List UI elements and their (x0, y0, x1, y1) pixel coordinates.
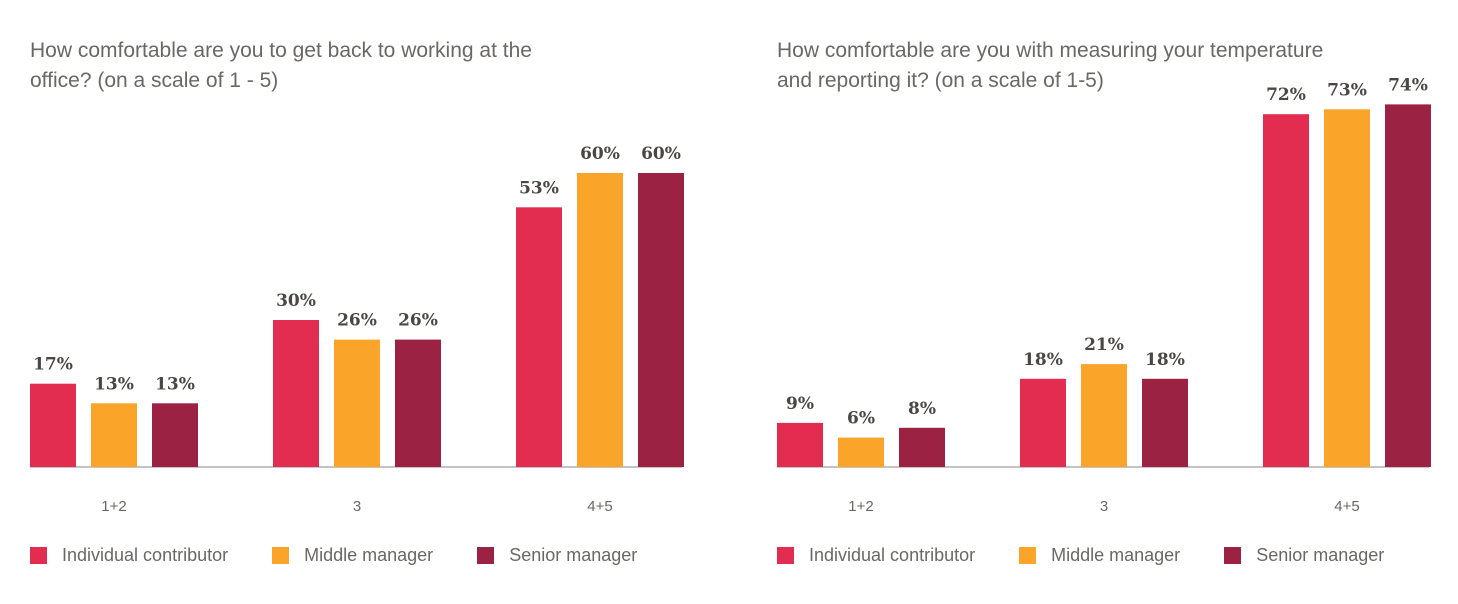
bar-1+2-individual-contributor (30, 383, 76, 467)
legend-item-individual-contributor: Individual contributor (777, 545, 975, 566)
data-label: 13% (94, 374, 134, 394)
bar-3-individual-contributor (273, 320, 319, 467)
data-label: 60% (641, 144, 681, 164)
legend-item-individual-contributor: Individual contributor (30, 545, 228, 566)
data-label: 53% (519, 178, 559, 198)
category-tick-label: 4+5 (587, 498, 612, 515)
legend-swatch-middle-manager (1019, 547, 1037, 564)
legend-swatch-senior-manager (477, 547, 495, 564)
category-tick-label: 1+2 (848, 498, 873, 515)
data-label: 72% (1266, 85, 1306, 105)
bar-chart-temperature: 9% 6% 8% 1+2 18% 21% 18% 3 72% 73% 74% 4+5 (777, 75, 1431, 515)
legend-swatch-middle-manager (272, 547, 290, 564)
legend-label: Senior manager (509, 545, 638, 565)
legend-item-senior-manager: Senior manager (477, 545, 637, 566)
category-tick-label: 4+5 (1334, 498, 1359, 515)
data-label: 30% (276, 291, 316, 311)
category-tick-label: 3 (353, 498, 361, 515)
bar-1+2-senior-manager (152, 403, 198, 467)
legend-item-middle-manager: Middle manager (1019, 545, 1180, 566)
bar-4+5-middle-manager (577, 173, 623, 467)
legend-swatch-senior-manager (1224, 547, 1242, 564)
data-label: 26% (337, 311, 377, 331)
bar-3-senior-manager (1142, 378, 1188, 467)
chart-panel-temperature: How comfortable are you with measuring y… (747, 0, 1437, 604)
bar-chart-office: 17% 13% 13% 1+2 30% 26% 26% 3 53% 60% 60% 4+5 (30, 144, 684, 515)
data-label: 60% (580, 144, 620, 164)
bar-1+2-individual-contributor (777, 422, 823, 467)
legend-label: Individual contributor (62, 545, 229, 565)
data-label: 73% (1327, 80, 1367, 100)
data-label: 17% (33, 355, 73, 375)
data-label: 18% (1023, 350, 1063, 370)
legend-label: Individual contributor (809, 545, 976, 565)
data-label: 13% (155, 374, 195, 394)
data-label: 74% (1388, 75, 1428, 95)
data-label: 8% (908, 399, 936, 419)
bar-1+2-middle-manager (91, 403, 137, 467)
data-label: 21% (1084, 335, 1124, 355)
bar-3-senior-manager (395, 339, 441, 467)
bar-4+5-individual-contributor (1263, 114, 1309, 467)
bar-4+5-senior-manager (638, 173, 684, 467)
chart-panel-office: How comfortable are you to get back to w… (0, 0, 690, 604)
bar-3-individual-contributor (1020, 378, 1066, 467)
bar-1+2-middle-manager (838, 437, 884, 467)
legend-item-middle-manager: Middle manager (272, 545, 433, 566)
bar-3-middle-manager (334, 339, 380, 467)
bar-4+5-individual-contributor (516, 207, 562, 468)
data-label: 9% (786, 394, 814, 414)
category-tick-label: 3 (1100, 498, 1108, 515)
legend-swatch-individual-contributor (30, 547, 47, 564)
legend-item-senior-manager: Senior manager (1224, 545, 1384, 566)
data-label: 6% (847, 409, 875, 429)
chart-title: How comfortable are you with measuring y… (777, 39, 1324, 92)
data-label: 18% (1145, 350, 1185, 370)
chart-title: How comfortable are you to get back to w… (30, 39, 532, 92)
legend-label: Middle manager (1051, 545, 1181, 565)
bar-3-middle-manager (1081, 364, 1127, 467)
legend-swatch-individual-contributor (777, 547, 794, 564)
legend-label: Middle manager (304, 545, 434, 565)
bar-4+5-middle-manager (1324, 109, 1370, 468)
legend: Individual contributor Middle manager Se… (30, 545, 637, 566)
legend: Individual contributor Middle manager Se… (777, 545, 1384, 566)
legend-label: Senior manager (1256, 545, 1385, 565)
category-tick-label: 1+2 (101, 498, 126, 515)
bar-4+5-senior-manager (1385, 104, 1431, 468)
data-label: 26% (398, 311, 438, 331)
bar-1+2-senior-manager (899, 427, 945, 467)
